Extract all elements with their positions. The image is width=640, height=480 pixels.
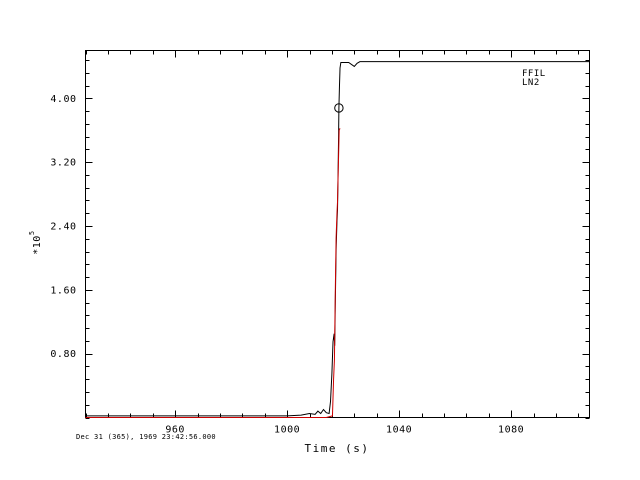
x-axis-tick-labels: 960 1000 1040 1080	[165, 425, 524, 436]
legend-label-ln2: LN2	[522, 78, 540, 88]
legend-label-ffil: FFIL	[522, 69, 546, 79]
y-tick-label: 4.00	[50, 94, 76, 105]
data-point-marker	[334, 103, 344, 113]
y-axis-title: *10 5	[28, 231, 43, 255]
y-tick-label: 1.60	[50, 285, 76, 296]
y-tick-label: 2.40	[50, 222, 76, 233]
axis-tick-marks	[85, 50, 590, 420]
y-tick-label: 0.80	[50, 349, 76, 360]
y-axis-title-exponent: 5	[28, 231, 36, 235]
y-tick-label: 3.20	[50, 158, 76, 169]
series-line-ln2	[85, 128, 341, 418]
x-tick-label: 1080	[498, 425, 524, 436]
x-axis-title: Time (s)	[305, 442, 370, 455]
x-tick-label: 1040	[386, 425, 412, 436]
y-axis-title-base: *10	[32, 235, 43, 255]
series-line-ffil	[85, 61, 590, 417]
x-tick-label: 1000	[274, 425, 300, 436]
annotation-group	[334, 103, 344, 113]
series-group	[85, 61, 590, 418]
timestamp-annotation: Dec 31 (365), 1969 23:42:56.000	[76, 433, 216, 441]
legend: FFIL LN2	[522, 69, 546, 88]
x-tick-label: 960	[165, 425, 185, 436]
y-axis-tick-labels: 0.80 1.60 2.40 3.20 4.00	[50, 94, 76, 360]
plot-frame	[84, 49, 591, 419]
